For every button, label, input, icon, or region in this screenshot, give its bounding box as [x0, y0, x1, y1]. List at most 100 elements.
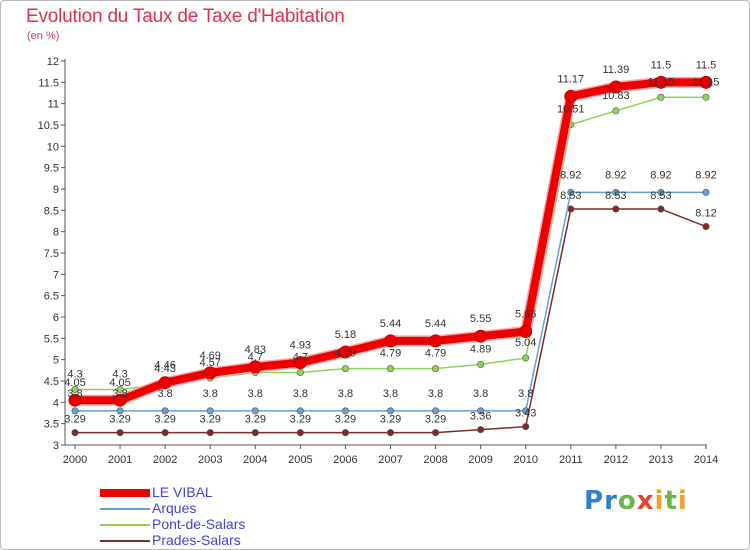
data-point — [432, 407, 440, 415]
x-tick-label: 2003 — [198, 454, 222, 466]
logo-letter: P — [584, 486, 605, 516]
data-label: 10.51 — [557, 104, 585, 116]
data-label: 3.29 — [335, 414, 356, 426]
data-label: 8.53 — [605, 190, 626, 202]
data-label: 8.53 — [560, 190, 581, 202]
data-point — [519, 325, 533, 339]
data-label: 3.29 — [64, 414, 85, 426]
data-label: 3.29 — [380, 414, 401, 426]
data-label: 5.44 — [380, 318, 401, 330]
y-tick-label: 11 — [48, 99, 59, 111]
data-point — [612, 107, 620, 115]
data-label: 8.92 — [650, 169, 671, 181]
data-label: 4.3 — [112, 369, 127, 381]
data-point — [161, 407, 169, 415]
data-label: 5.66 — [515, 309, 536, 321]
legend-swatch — [100, 524, 150, 526]
y-tick-label: 5 — [53, 355, 59, 367]
data-label: 3.8 — [518, 388, 533, 400]
data-point — [386, 429, 394, 437]
data-point — [522, 423, 530, 431]
data-point — [477, 407, 485, 415]
data-point — [702, 188, 710, 196]
data-point — [71, 386, 79, 394]
data-point — [657, 205, 665, 213]
data-point — [522, 407, 530, 415]
data-label: 11.5 — [651, 59, 672, 71]
series-prades-salars — [71, 205, 710, 437]
legend-label: Arques — [152, 500, 197, 516]
data-label: 11.5 — [696, 59, 717, 71]
data-point — [248, 360, 262, 374]
x-tick-label: 2010 — [513, 454, 537, 466]
data-point — [338, 345, 352, 359]
legend-swatch — [100, 508, 150, 510]
data-label: 3.29 — [109, 414, 130, 426]
y-tick-label: 3 — [53, 440, 59, 452]
logo-letter: r — [604, 486, 618, 516]
data-label: 8.53 — [650, 190, 671, 202]
logo-letter: t — [664, 486, 678, 516]
chart-subtitle: (en %) — [27, 30, 60, 42]
data-label: 3.29 — [154, 414, 175, 426]
legend-item: LE VIBAL — [100, 484, 300, 500]
data-label: 11.17 — [557, 73, 584, 85]
legend-item: Pont-de-Salars — [100, 516, 300, 532]
y-tick-label: 8 — [53, 227, 59, 239]
data-label: 3.8 — [293, 388, 308, 400]
data-point — [113, 393, 127, 407]
data-label: 4.05 — [109, 377, 130, 389]
series-le-vibal — [68, 75, 713, 407]
data-point — [429, 334, 443, 348]
data-point — [68, 393, 82, 407]
data-label: 4.83 — [245, 344, 266, 356]
x-tick-label: 2008 — [423, 454, 447, 466]
data-label: 4.93 — [290, 340, 311, 352]
data-point — [158, 376, 172, 390]
data-point — [609, 80, 623, 94]
y-tick-label: 7.5 — [44, 248, 59, 260]
logo-letter: i — [677, 486, 688, 516]
legend-item: Arques — [100, 500, 300, 516]
x-tick-label: 2011 — [559, 454, 583, 466]
data-point — [702, 223, 710, 231]
y-tick-label: 7 — [53, 269, 59, 281]
data-point — [293, 356, 307, 370]
series-arques — [71, 188, 710, 415]
data-label: 4.05 — [64, 377, 85, 389]
data-label: 10.83 — [602, 90, 630, 102]
data-point — [71, 407, 79, 415]
data-point — [699, 75, 713, 89]
y-tick-label: 11.5 — [38, 77, 59, 89]
data-label: 3.29 — [425, 414, 446, 426]
x-tick-label: 2004 — [243, 454, 267, 466]
data-point — [116, 407, 124, 415]
data-point — [657, 188, 665, 196]
y-tick-label: 5.5 — [44, 333, 59, 345]
logo-letter: o — [617, 486, 637, 516]
data-label: 3.8 — [248, 388, 263, 400]
data-point — [251, 429, 259, 437]
legend-label: Prades-Salars — [152, 532, 241, 548]
data-point — [161, 429, 169, 437]
legend-label: Pont-de-Salars — [152, 516, 246, 532]
data-point — [116, 429, 124, 437]
data-label: 4.7 — [293, 351, 308, 363]
data-label: 3.8 — [428, 388, 443, 400]
data-label: 4.79 — [425, 348, 446, 360]
y-tick-label: 8.5 — [44, 205, 59, 217]
y-tick-label: 4.5 — [44, 376, 59, 388]
data-label: 3.29 — [245, 414, 266, 426]
x-tick-label: 2005 — [288, 454, 312, 466]
y-tick-label: 9 — [53, 184, 59, 196]
x-tick-label: 2006 — [333, 454, 357, 466]
x-tick-label: 2002 — [153, 454, 177, 466]
x-tick-label: 2007 — [378, 454, 402, 466]
data-label: 11.15 — [648, 76, 675, 88]
data-point — [432, 429, 440, 437]
y-tick-label: 3.5 — [44, 419, 59, 431]
data-label: 11.39 — [602, 64, 629, 76]
data-point — [341, 429, 349, 437]
data-label: 8.92 — [695, 169, 716, 181]
y-tick-label: 4 — [53, 397, 59, 409]
